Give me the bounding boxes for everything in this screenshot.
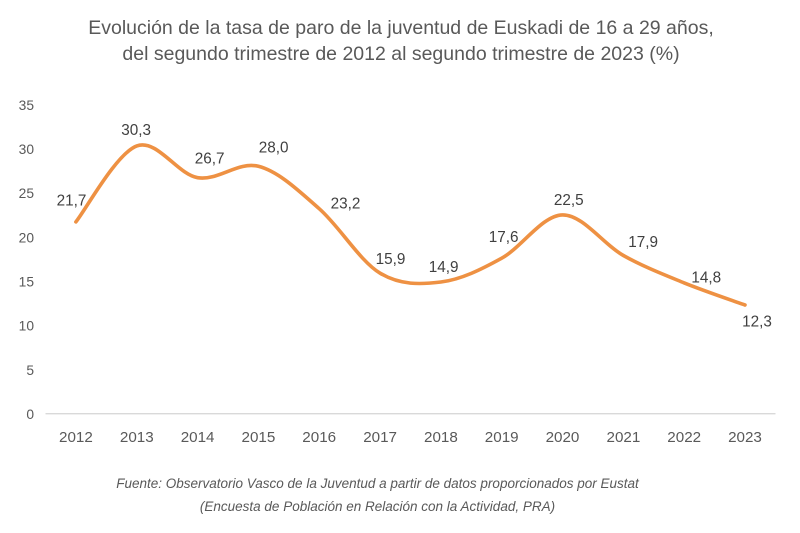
svg-text:10: 10 <box>19 319 35 334</box>
svg-text:2018: 2018 <box>424 429 458 446</box>
svg-text:17,6: 17,6 <box>489 229 519 246</box>
svg-text:15: 15 <box>19 275 35 290</box>
svg-text:0: 0 <box>26 407 34 422</box>
svg-text:Evolución de la tasa de paro d: Evolución de la tasa de paro de la juven… <box>88 17 714 39</box>
svg-text:2015: 2015 <box>242 429 276 446</box>
svg-text:17,9: 17,9 <box>628 234 658 251</box>
svg-text:25: 25 <box>19 186 35 201</box>
svg-text:23,2: 23,2 <box>331 195 361 212</box>
svg-text:22,5: 22,5 <box>554 192 584 209</box>
svg-text:14,8: 14,8 <box>691 270 721 287</box>
svg-text:2012: 2012 <box>59 429 93 446</box>
svg-text:20: 20 <box>19 230 35 245</box>
svg-text:14,9: 14,9 <box>429 259 459 276</box>
svg-text:2021: 2021 <box>607 429 641 446</box>
svg-text:30,3: 30,3 <box>121 122 151 139</box>
svg-text:2017: 2017 <box>363 429 397 446</box>
svg-text:30: 30 <box>19 142 35 157</box>
svg-text:2020: 2020 <box>546 429 580 446</box>
svg-text:35: 35 <box>19 98 35 113</box>
svg-text:2014: 2014 <box>181 429 215 446</box>
svg-text:26,7: 26,7 <box>195 151 225 168</box>
svg-text:Fuente: Observatorio Vasco de: Fuente: Observatorio Vasco de la Juventu… <box>116 476 640 491</box>
svg-text:(Encuesta de Población en Rela: (Encuesta de Población en Relación con l… <box>200 499 555 514</box>
svg-text:15,9: 15,9 <box>376 251 406 268</box>
svg-text:12,3: 12,3 <box>742 314 772 331</box>
svg-text:28,0: 28,0 <box>259 140 289 157</box>
svg-text:5: 5 <box>26 363 34 378</box>
svg-text:21,7: 21,7 <box>57 193 87 210</box>
svg-text:2016: 2016 <box>302 429 336 446</box>
svg-text:2019: 2019 <box>485 429 519 446</box>
svg-text:2022: 2022 <box>667 429 701 446</box>
svg-text:del segundo trimestre de 2012: del segundo trimestre de 2012 al segundo… <box>122 43 679 65</box>
svg-text:2023: 2023 <box>728 429 762 446</box>
svg-text:2013: 2013 <box>120 429 154 446</box>
